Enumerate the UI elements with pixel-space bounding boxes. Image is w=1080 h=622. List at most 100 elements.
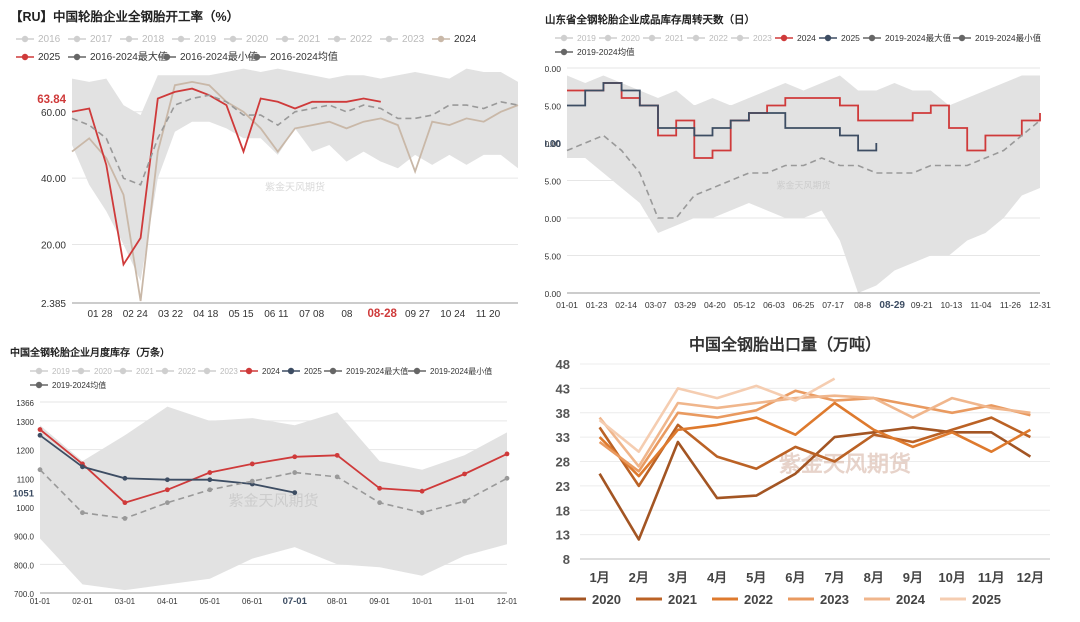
legend-label-2023: 2023	[220, 367, 238, 376]
legend-marker-2016-2024	[73, 53, 81, 61]
legend-label-2019-2024: 2019-2024最小值	[975, 33, 1042, 43]
point-2025	[37, 432, 43, 438]
x-tick-label: 12-01	[497, 597, 518, 606]
x-tick-label: 10月	[938, 570, 965, 585]
watermark-text: 紫金天风期货	[776, 180, 830, 191]
x-tick-label: 5月	[746, 570, 766, 585]
legend-marker-2019-2024	[868, 34, 876, 42]
legend-label-2024: 2024	[896, 592, 926, 607]
legend-label-2019: 2019	[52, 367, 70, 376]
x-tick-label: 04-01	[157, 597, 178, 606]
y-tick-label: 23	[556, 479, 570, 494]
legend-marker-2019-2024	[560, 48, 568, 56]
y-tick-label: 18	[556, 503, 570, 518]
legend-label-2021: 2021	[668, 592, 697, 607]
x-tick-label: 09-01	[369, 597, 390, 606]
latest-value-label: 40.00	[545, 139, 561, 150]
y-tick-label: 25.00	[545, 252, 561, 262]
legend-marker-2017	[73, 35, 81, 43]
point-2024	[462, 471, 467, 477]
legend-label-2024: 2024	[262, 367, 280, 376]
x-tick-label: 01-23	[586, 300, 608, 310]
y-tick-label: 1200	[16, 447, 34, 456]
legend-marker-2019-2024	[329, 367, 337, 375]
y-tick-label: 1300	[16, 418, 34, 427]
legend-marker-2021	[281, 35, 289, 43]
legend-label-2019-2024: 2019-2024均值	[52, 380, 106, 390]
y-tick-label: 13	[556, 528, 570, 543]
series-line-2022	[598, 401, 1032, 478]
x-tick-label: 03-01	[115, 597, 136, 606]
x-tick-label: 11 20	[476, 309, 501, 318]
y-tick-label: 1100	[17, 475, 35, 484]
point-2024	[249, 461, 255, 467]
series-line-2025	[71, 87, 381, 267]
legend-label-2020: 2020	[592, 592, 621, 607]
y-tick-label: 38	[556, 406, 570, 421]
y-tick-label: 43	[556, 381, 570, 396]
series-line-2019-2024	[566, 119, 1041, 219]
legend-label-2020: 2020	[94, 367, 112, 376]
point-2025	[164, 477, 170, 483]
x-tick-label: 8月	[864, 570, 884, 585]
point-2024	[292, 454, 298, 460]
point-2024	[377, 485, 383, 491]
series-line-2016-2024	[71, 94, 519, 186]
point-2019-2024	[207, 487, 213, 493]
legend-label-2016-2024: 2016-2024最大值	[90, 50, 168, 63]
x-tick-label: 07-17	[822, 300, 844, 310]
y-tick-label: 900.0	[14, 533, 35, 542]
point-2025	[80, 464, 85, 470]
x-tick-label: 1月	[589, 570, 609, 585]
legend-marker-2019	[560, 34, 568, 42]
x-tick-label: 9月	[903, 570, 923, 585]
legend-marker-2025	[287, 367, 295, 375]
point-2024	[37, 427, 43, 432]
y-tick-label: 33	[556, 430, 570, 445]
x-tick-label: 04 18	[193, 309, 218, 318]
range-band-max-min	[40, 406, 507, 591]
legend-marker-2025	[21, 53, 29, 61]
x-tick-label: 11-04	[970, 300, 991, 310]
chart-panel-monthly-inventory: 中国全钢轮胎企业月度库存（万条） 2019 2020 2021 2022 2023 2024…	[10, 340, 520, 622]
legend-marker-2021	[648, 34, 656, 42]
legend-label-2024: 2024	[454, 34, 477, 45]
y-tick-label: 28	[556, 455, 570, 470]
legend-label-2025: 2025	[304, 367, 322, 376]
x-tick-label: 01 28	[87, 309, 112, 318]
x-tick-label: 01-01	[30, 597, 51, 606]
latest-value-label: 1051	[13, 488, 35, 499]
legend-marker-2019	[35, 367, 43, 375]
y-tick-label: 20.00	[41, 241, 66, 252]
y-tick-label: 800.0	[14, 561, 35, 570]
point-2024	[334, 452, 340, 458]
legend-marker-2020	[604, 34, 612, 42]
x-tick-label: 09 27	[405, 309, 430, 318]
legend-label-2022: 2022	[709, 33, 728, 43]
series-line-2021	[598, 416, 1031, 488]
legend-label-2019: 2019	[577, 33, 596, 43]
y-tick-label: 35.00	[545, 177, 561, 187]
x-tick-label: 2月	[629, 570, 649, 585]
x-tick-label: 05-12	[734, 300, 756, 310]
point-2025	[207, 477, 213, 483]
legend-marker-2016	[21, 35, 29, 43]
legend-label-2023: 2023	[820, 592, 849, 607]
point-2019-2024	[419, 510, 425, 516]
series-line-2024	[598, 394, 1031, 468]
x-tick-label: 02-14	[615, 300, 637, 310]
chart-title: 中国全钢轮胎企业月度库存（万条）	[10, 346, 170, 359]
point-2024	[122, 500, 128, 506]
point-2019-2024	[462, 498, 467, 504]
legend-marker-2018	[125, 35, 133, 43]
x-tick-label: 04-20	[704, 300, 726, 310]
point-2019-2024	[249, 478, 255, 484]
legend-label-2023: 2023	[402, 34, 425, 45]
legend-label-2022: 2022	[350, 34, 373, 45]
chart-svg-monthly-inventory: 中国全钢轮胎企业月度库存（万条） 2019 2020 2021 2022 2023 2024…	[10, 346, 518, 607]
legend-label-2023: 2023	[753, 33, 772, 43]
x-tick-label: 03-29	[674, 300, 696, 310]
x-tick-label: 06-03	[763, 300, 785, 310]
latest-value-label: 63.84	[37, 94, 66, 106]
legend-label-2019-2024: 2019-2024均值	[577, 47, 635, 57]
